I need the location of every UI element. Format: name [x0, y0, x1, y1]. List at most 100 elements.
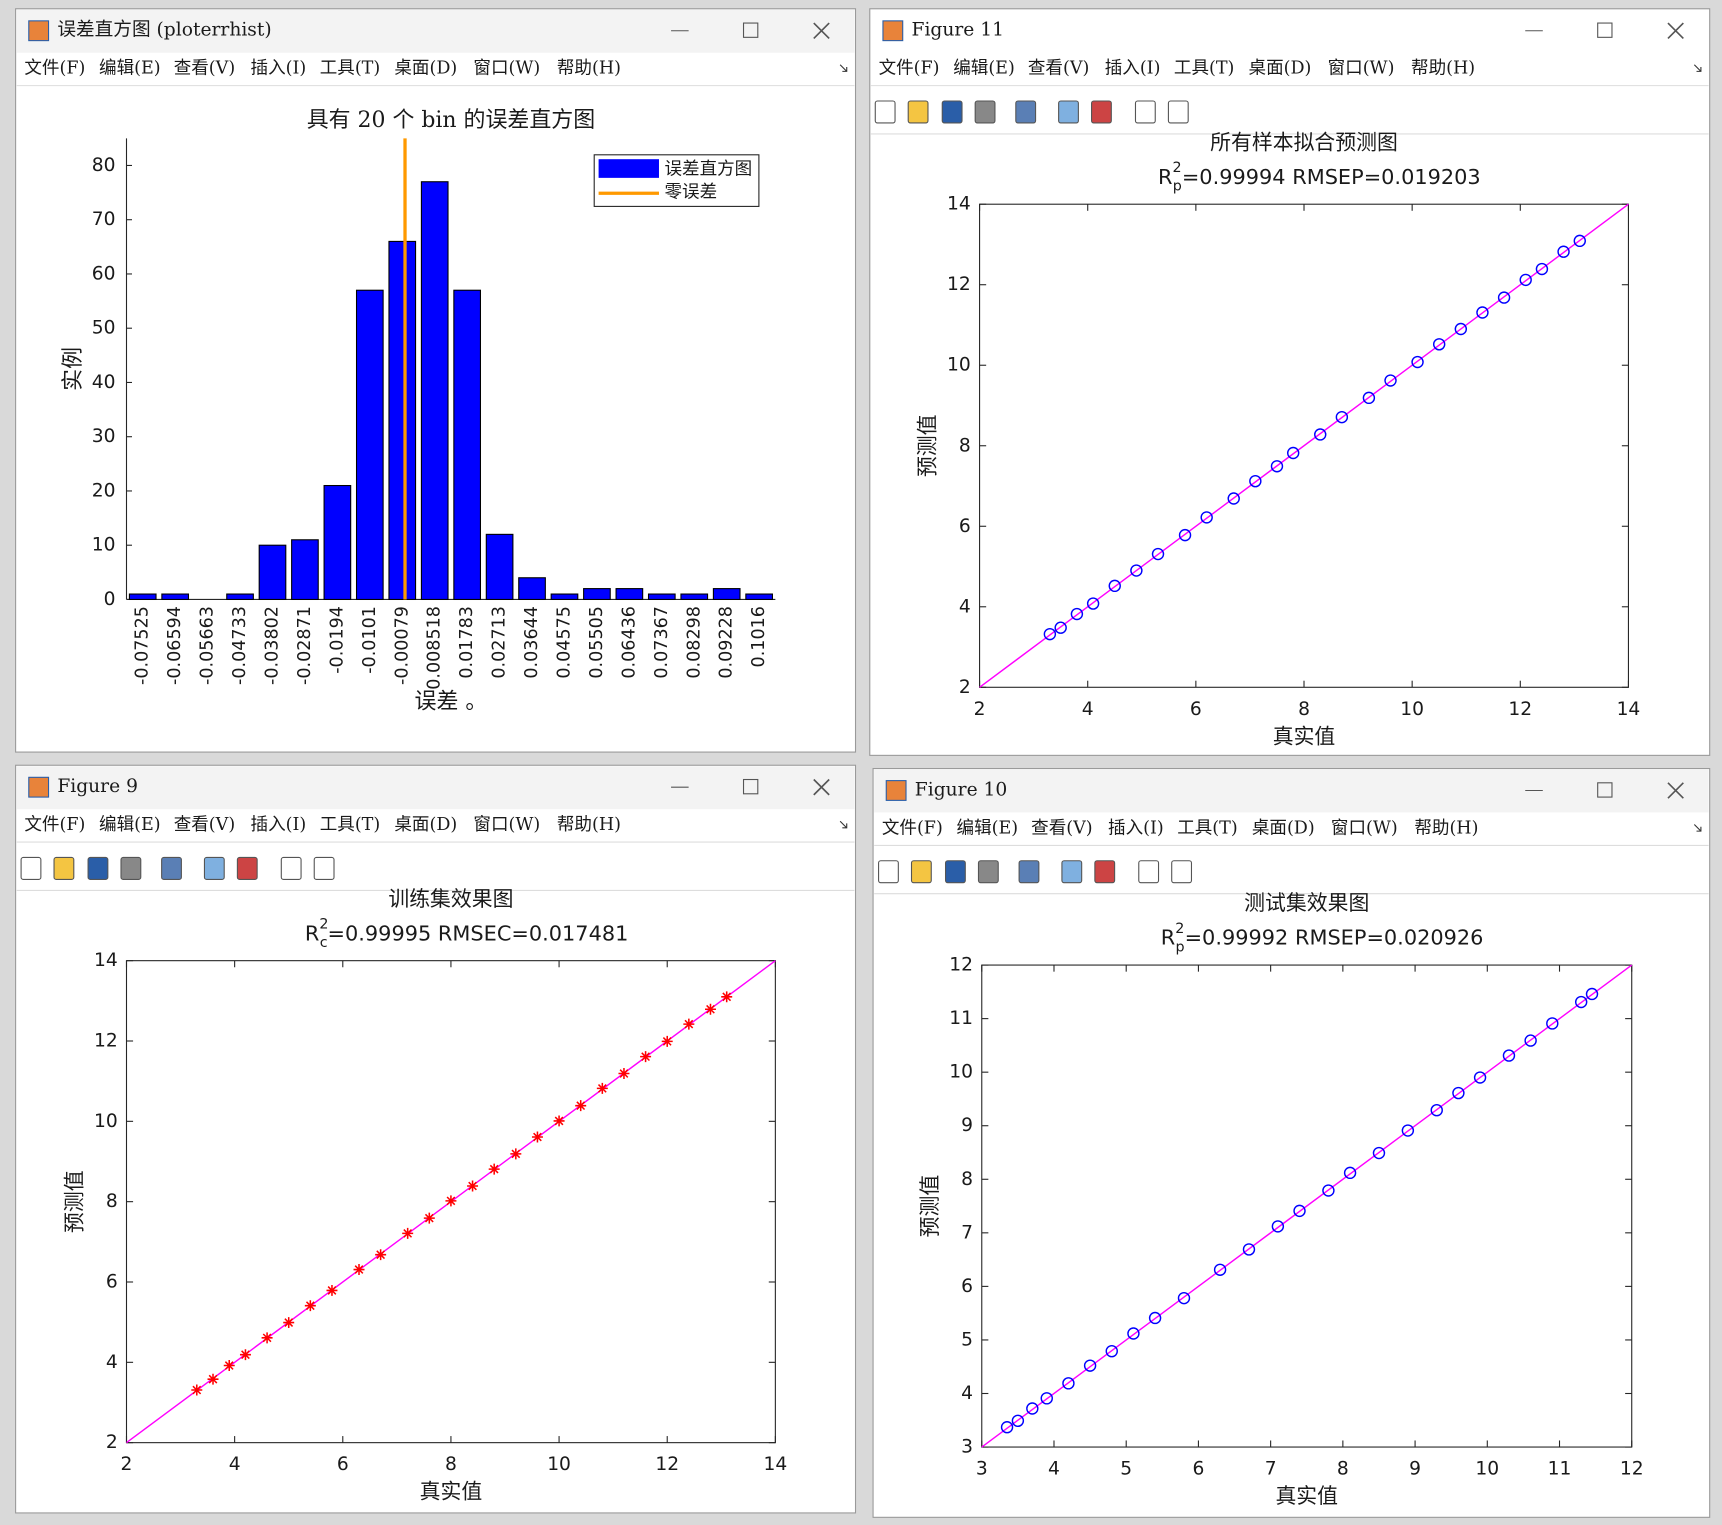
- menu-item[interactable]: 查看(V): [1028, 59, 1089, 79]
- point: [223, 1360, 235, 1372]
- toolbar-button[interactable]: [974, 100, 996, 124]
- menu-item[interactable]: 帮助(H): [557, 59, 621, 79]
- menu-item[interactable]: 帮助(H): [557, 815, 621, 835]
- x-axis-label: 真实值: [1273, 724, 1336, 748]
- menu-item[interactable]: 工具(T): [1177, 818, 1238, 838]
- menu-item[interactable]: 插入(I): [251, 59, 307, 79]
- toolbar-button[interactable]: [20, 856, 42, 880]
- menu-item[interactable]: 编辑(E): [99, 815, 161, 835]
- toolbar-button[interactable]: [1015, 100, 1037, 124]
- point: [640, 1051, 652, 1063]
- menu-item[interactable]: 工具(T): [320, 815, 381, 835]
- point: [1432, 338, 1446, 351]
- toolbar-button[interactable]: [910, 860, 932, 884]
- point: [1105, 1344, 1118, 1358]
- menu-item[interactable]: 桌面(D): [1252, 818, 1315, 838]
- menu-item[interactable]: 窗口(W): [473, 815, 540, 835]
- toolbar-button[interactable]: [236, 856, 258, 880]
- toolbar-button[interactable]: [1058, 100, 1079, 124]
- subtitle-part: 2: [319, 916, 328, 932]
- menu-item[interactable]: 编辑(E): [957, 818, 1019, 838]
- y-axis-label: 预测值: [916, 414, 940, 477]
- menu-item[interactable]: 插入(I): [1105, 59, 1161, 79]
- toolbar-button[interactable]: [878, 860, 899, 884]
- maximize-button[interactable]: [742, 22, 759, 38]
- x-tick-label: 4: [229, 1454, 241, 1475]
- x-tick-label: 12: [1620, 1459, 1644, 1480]
- maximize-button[interactable]: [742, 778, 759, 795]
- x-tick-label: 6: [1192, 1459, 1204, 1480]
- toolbar-button[interactable]: [53, 856, 75, 880]
- toolbar-button[interactable]: [1061, 860, 1083, 884]
- y-tick-label: 70: [92, 209, 116, 230]
- toolbar-button[interactable]: [1134, 100, 1156, 124]
- window-title: Figure 9: [57, 776, 138, 797]
- toolbar-button[interactable]: [1018, 860, 1040, 884]
- x-axis-label: 真实值: [420, 1480, 483, 1504]
- y-tick-label: 5: [961, 1329, 973, 1350]
- subtitle-part: p: [1176, 939, 1185, 955]
- x-tick-label: -0.03802: [262, 606, 282, 685]
- toolbar-button[interactable]: [203, 856, 225, 880]
- menu-item[interactable]: 工具(T): [1174, 59, 1235, 79]
- menu-item[interactable]: 文件(F): [879, 59, 940, 79]
- menu-item[interactable]: 编辑(E): [99, 59, 161, 79]
- toolbar-button[interactable]: [977, 860, 999, 884]
- menu-item[interactable]: 插入(I): [251, 815, 307, 835]
- close-button[interactable]: [1667, 782, 1684, 799]
- menu-item[interactable]: 窗口(W): [473, 59, 540, 79]
- y-tick-label: 4: [961, 1383, 973, 1404]
- menu-item[interactable]: 帮助(H): [1411, 59, 1475, 79]
- toolbar-button[interactable]: [874, 100, 896, 124]
- point: [1200, 511, 1213, 524]
- toolbar-button[interactable]: [1138, 860, 1160, 884]
- menu-item[interactable]: 桌面(D): [394, 59, 457, 79]
- menu-item[interactable]: 插入(I): [1108, 818, 1164, 838]
- menu-item[interactable]: 帮助(H): [1414, 818, 1478, 838]
- close-button[interactable]: [1667, 22, 1684, 40]
- toolbar-button[interactable]: [87, 856, 109, 880]
- x-tick-label: 0.06436: [619, 606, 639, 679]
- close-button[interactable]: [813, 778, 830, 796]
- y-axis-label: 预测值: [918, 1175, 942, 1238]
- menu-item[interactable]: 文件(F): [24, 59, 85, 79]
- menu-item[interactable]: 查看(V): [174, 815, 235, 835]
- close-button[interactable]: [813, 22, 830, 40]
- toolbar-button[interactable]: [1094, 860, 1116, 884]
- menu-item[interactable]: 窗口(W): [1328, 59, 1395, 79]
- toolbar-button[interactable]: [1167, 100, 1189, 124]
- window-icon: [885, 780, 907, 801]
- toolbar-button[interactable]: [1171, 860, 1193, 884]
- menu-item[interactable]: 查看(V): [1031, 818, 1092, 838]
- toolbar-button[interactable]: [313, 856, 335, 880]
- point: [1535, 262, 1549, 276]
- menu-item[interactable]: 编辑(E): [953, 59, 1015, 79]
- point: [1401, 1124, 1415, 1137]
- point: [1070, 607, 1084, 621]
- toolbar-button[interactable]: [907, 100, 929, 124]
- menu-item[interactable]: 窗口(W): [1331, 818, 1398, 838]
- menu-item[interactable]: 查看(V): [174, 59, 235, 79]
- menu-item[interactable]: 文件(F): [24, 815, 85, 835]
- toolbar-button[interactable]: [280, 856, 302, 880]
- axes: [126, 138, 776, 600]
- toolbar-button[interactable]: [120, 856, 142, 880]
- menu-item[interactable]: 桌面(D): [1249, 59, 1312, 79]
- maximize-button[interactable]: [1597, 782, 1613, 798]
- point: [423, 1212, 435, 1224]
- point: [1130, 564, 1143, 577]
- menu-arrow: [839, 64, 848, 72]
- maximize-button[interactable]: [1597, 22, 1613, 38]
- menu-item[interactable]: 桌面(D): [394, 815, 457, 835]
- point: [661, 1035, 673, 1047]
- toolbar-button[interactable]: [1091, 100, 1112, 124]
- menu-item[interactable]: 工具(T): [320, 59, 381, 79]
- x-tick-label: 6: [337, 1454, 349, 1475]
- window-icon: [882, 20, 904, 42]
- toolbar-button[interactable]: [161, 856, 182, 880]
- toolbar-button[interactable]: [941, 100, 963, 124]
- toolbar-button[interactable]: [944, 860, 966, 884]
- menu-item[interactable]: 文件(F): [882, 818, 943, 838]
- y-tick-label: 2: [106, 1432, 118, 1453]
